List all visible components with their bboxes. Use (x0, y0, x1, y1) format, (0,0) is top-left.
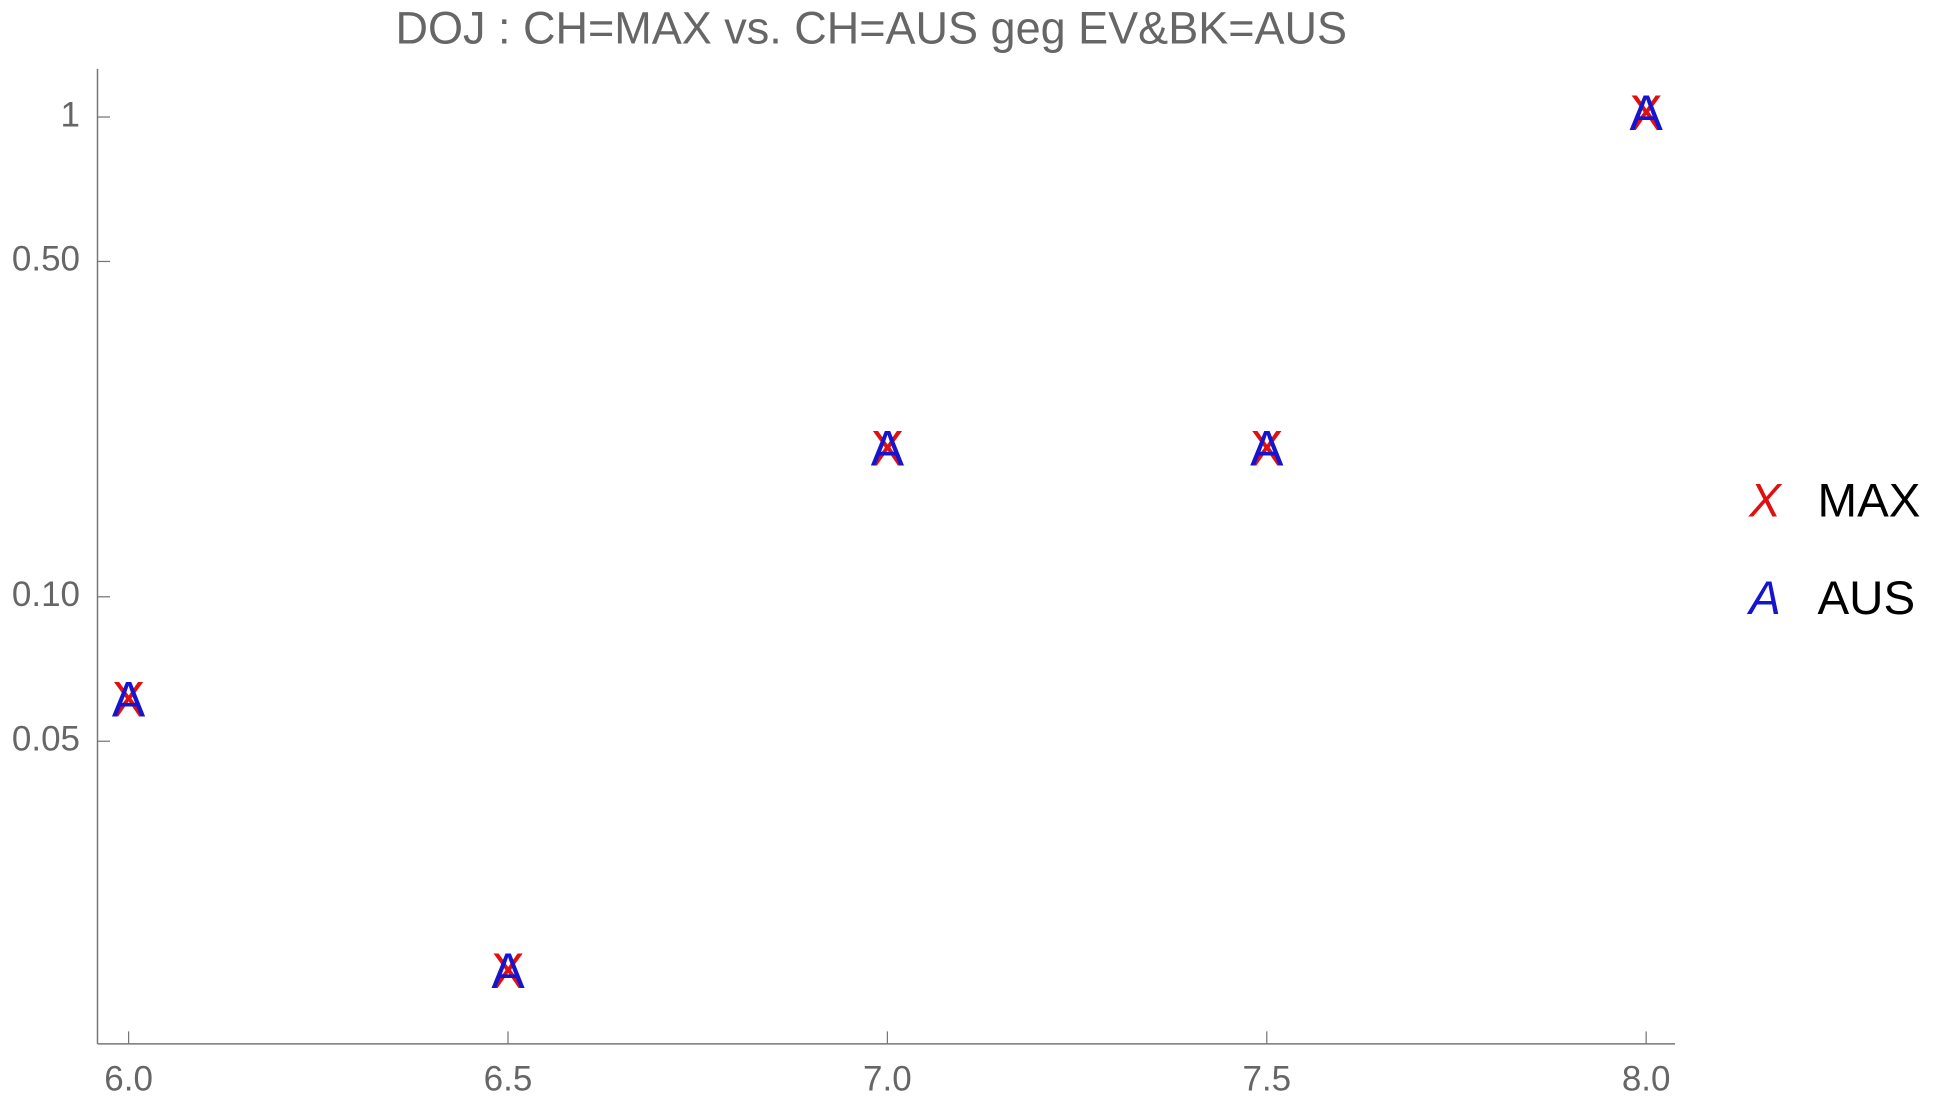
legend-symbol: A (1746, 572, 1781, 625)
x-tick-label: 6.0 (104, 1060, 153, 1099)
x-tick-label: 8.0 (1622, 1060, 1671, 1099)
legend-label: AUS (1818, 572, 1916, 625)
point: X (1250, 421, 1283, 477)
legend-symbol: X (1748, 474, 1783, 527)
point: X (1629, 85, 1662, 141)
x-tick-label: 7.0 (863, 1060, 912, 1099)
x-tick-label: 7.5 (1242, 1060, 1291, 1099)
legend-label: MAX (1818, 474, 1921, 527)
point: A (1250, 421, 1284, 477)
y-tick-label: 0.10 (12, 575, 80, 614)
y-tick-label: 0.05 (12, 719, 80, 758)
y-tick-label: 1 (61, 95, 80, 134)
chart-title: DOJ : CH=MAX vs. CH=AUS geg EV&BK=AUS (395, 2, 1347, 53)
point: X (491, 943, 524, 999)
point: A (491, 943, 525, 999)
point: X (871, 421, 904, 477)
x-tick-label: 6.5 (484, 1060, 533, 1099)
point: A (112, 671, 146, 727)
point: A (871, 421, 905, 477)
y-tick-label: 0.50 (12, 240, 80, 279)
point: X (112, 671, 145, 727)
point: A (1629, 85, 1663, 141)
